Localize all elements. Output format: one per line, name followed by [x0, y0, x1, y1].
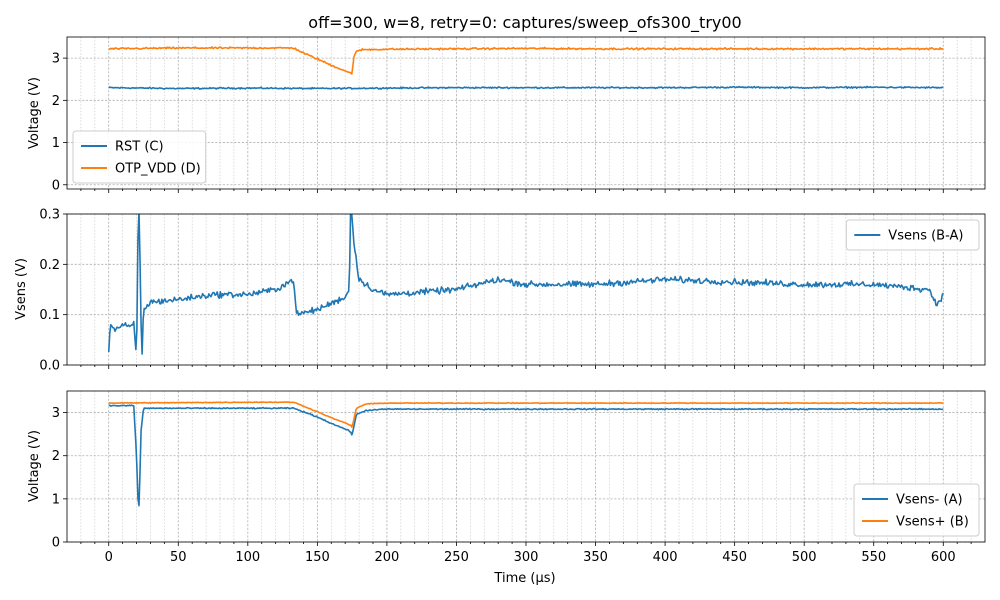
middle-legend-label: Vsens (B-A) — [888, 229, 963, 244]
top-series-line-1 — [108, 46, 944, 75]
bottom-legend-label: Vsens+ (B) — [896, 515, 969, 530]
panel-top-ylabel: Voltage (V) — [27, 77, 42, 149]
top-y-tick-label: 2 — [52, 94, 60, 109]
middle-y-tick-label: 0.0 — [39, 359, 60, 374]
top-y-tick-label: 1 — [52, 136, 60, 151]
bottom-y-tick-label: 1 — [52, 492, 60, 507]
x-tick-label: 350 — [583, 550, 608, 565]
bottom-legend: Vsens- (A) Vsens+ (B) — [853, 483, 980, 537]
panel-top-rst-otp: Voltage (V) 0 1 2 3 RST (C) OTP_VDD (D) — [27, 36, 986, 193]
top-series-line-0 — [108, 85, 944, 91]
top-legend: RST (C) OTP_VDD (D) — [72, 130, 207, 184]
top-legend-label: RST (C) — [115, 140, 164, 155]
bottom-legend-label: Vsens- (A) — [896, 493, 963, 508]
panel-middle-vsens: Vsens (V) 0.0 0.1 0.2 0.3 Vsens (B-A) — [14, 208, 986, 374]
x-tick-label: 600 — [931, 550, 956, 565]
middle-y-tick-label: 0.1 — [39, 308, 60, 323]
middle-series-line-0 — [107, 214, 944, 355]
middle-y-tick-label: 0.3 — [39, 208, 60, 223]
x-tick-label: 100 — [235, 550, 260, 565]
x-tick-label: 250 — [444, 550, 469, 565]
bottom-y-tick-label: 3 — [52, 406, 60, 421]
middle-axes-frame — [66, 213, 986, 366]
x-tick-label: 200 — [374, 550, 399, 565]
middle-y-tick-label: 0.2 — [39, 258, 60, 273]
bottom-y-tick-label: 0 — [52, 536, 60, 551]
middle-legend-box — [845, 219, 980, 251]
middle-legend: Vsens (B-A) — [845, 219, 980, 251]
bottom-legend-box — [853, 483, 980, 537]
x-tick-label: 300 — [514, 550, 539, 565]
bottom-series-line-0 — [108, 404, 944, 507]
top-y-tick-label: 3 — [52, 52, 60, 67]
bottom-y-tick-label: 2 — [52, 449, 60, 464]
x-axis-label: Time (µs) — [493, 571, 555, 586]
x-tick-label: 550 — [861, 550, 886, 565]
top-legend-label: OTP_VDD (D) — [115, 162, 201, 177]
top-y-tick-label: 0 — [52, 178, 60, 193]
x-tick-label: 0 — [105, 550, 113, 565]
panel-bottom-ylabel: Voltage (V) — [27, 430, 42, 502]
panel-bottom-vsens-ab: Voltage (V) 0 1 2 3 0 50 100 150 200 250 300 350 400… — [27, 390, 986, 565]
top-legend-box — [72, 130, 207, 184]
x-tick-label: 450 — [722, 550, 747, 565]
x-tick-label: 500 — [792, 550, 817, 565]
chart-title: off=300, w=8, retry=0: captures/sweep_of… — [308, 13, 741, 33]
x-tick-label: 150 — [305, 550, 330, 565]
bottom-series-line-1 — [108, 401, 944, 428]
panel-middle-ylabel: Vsens (V) — [14, 258, 29, 320]
top-axes-frame — [66, 36, 986, 190]
bottom-axes-frame — [66, 390, 986, 543]
x-tick-label: 50 — [170, 550, 187, 565]
x-tick-label: 400 — [653, 550, 678, 565]
